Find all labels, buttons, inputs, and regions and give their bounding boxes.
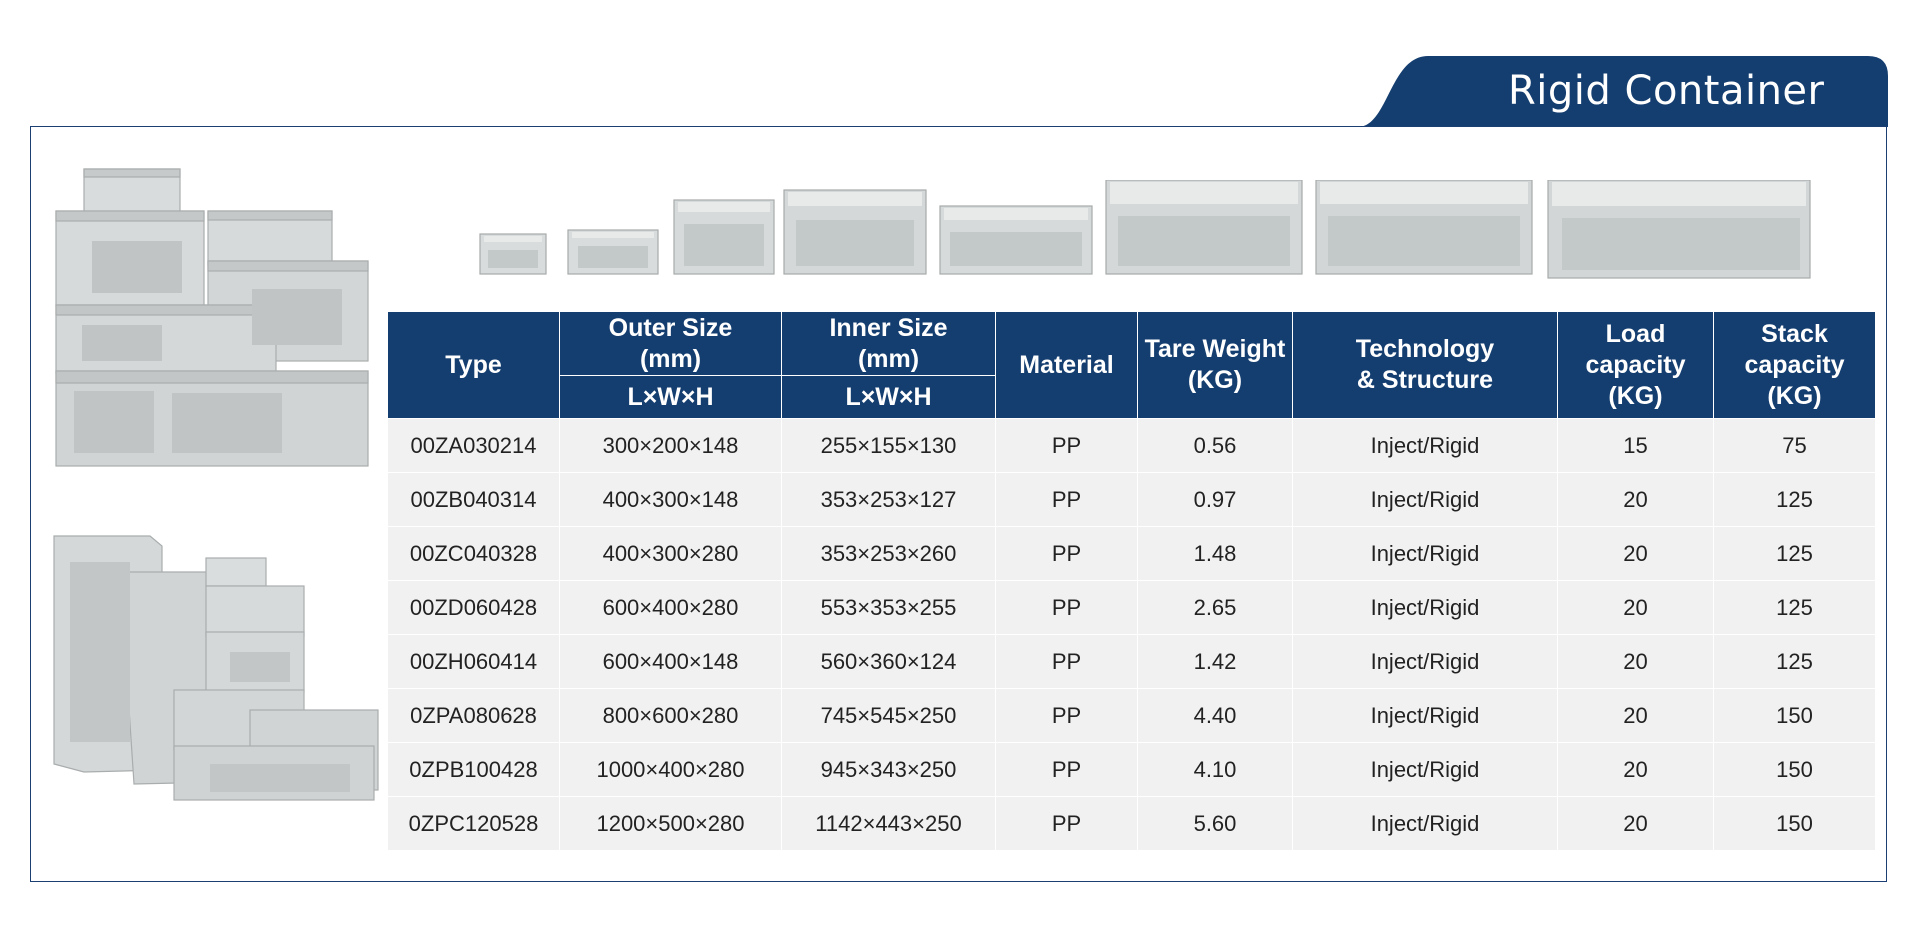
cell-outer: 800×600×280: [559, 688, 782, 743]
header-inner-size: Inner Size (mm): [781, 311, 996, 376]
cell-tech: Inject/Rigid: [1292, 634, 1558, 689]
cell-tare: 4.10: [1137, 742, 1293, 797]
cell-outer: 400×300×280: [559, 526, 782, 581]
cell-inner: 255×155×130: [781, 418, 996, 473]
header-technology: Technology & Structure: [1292, 311, 1558, 419]
cell-outer: 300×200×148: [559, 418, 782, 473]
header-load-capacity: Load capacity (KG): [1557, 311, 1714, 419]
cell-stack: 150: [1713, 796, 1876, 851]
cell-tare: 5.60: [1137, 796, 1293, 851]
table-row: 0ZPA080628 800×600×280 745×545×250 PP 4.40 In…: [387, 688, 1876, 743]
cell-stack: 150: [1713, 688, 1876, 743]
title-tab-shape: [1358, 56, 1888, 127]
page-title: Rigid Container: [1508, 68, 1825, 114]
cell-outer: 1000×400×280: [559, 742, 782, 797]
cell-material: PP: [995, 742, 1138, 797]
cell-inner: 745×545×250: [781, 688, 996, 743]
cell-inner: 353×253×127: [781, 472, 996, 527]
cell-tech: Inject/Rigid: [1292, 418, 1558, 473]
cell-tare: 1.48: [1137, 526, 1293, 581]
cell-material: PP: [995, 580, 1138, 635]
cell-tech: Inject/Rigid: [1292, 688, 1558, 743]
cell-inner: 553×353×255: [781, 580, 996, 635]
cell-stack: 150: [1713, 742, 1876, 797]
cell-tare: 2.65: [1137, 580, 1293, 635]
cell-load: 20: [1557, 634, 1714, 689]
cell-material: PP: [995, 688, 1138, 743]
cell-outer: 400×300×148: [559, 472, 782, 527]
table-row: 00ZA030214 300×200×148 255×155×130 PP 0.56 In…: [387, 418, 1876, 473]
cell-outer: 600×400×280: [559, 580, 782, 635]
spec-table: Type Outer Size (mm) Inner Size (mm) Mat…: [387, 311, 1876, 851]
header-outer-size: Outer Size (mm): [559, 311, 782, 376]
spec-table-body: 00ZA030214 300×200×148 255×155×130 PP 0.56 In…: [387, 418, 1876, 851]
cell-outer: 600×400×148: [559, 634, 782, 689]
header-outer-dims: L×W×H: [559, 375, 782, 419]
header-stack-capacity: Stack capacity (KG): [1713, 311, 1876, 419]
cell-inner: 1142×443×250: [781, 796, 996, 851]
cell-tare: 0.97: [1137, 472, 1293, 527]
header-type: Type: [387, 311, 560, 419]
cell-type: 00ZD060428: [387, 580, 560, 635]
cell-tech: Inject/Rigid: [1292, 580, 1558, 635]
cell-load: 20: [1557, 580, 1714, 635]
cell-type: 00ZC040328: [387, 526, 560, 581]
table-row: 00ZC040328 400×300×280 353×253×260 PP 1.48 In…: [387, 526, 1876, 581]
cell-tech: Inject/Rigid: [1292, 796, 1558, 851]
cell-material: PP: [995, 796, 1138, 851]
container-lineup-illustration: [479, 180, 1811, 279]
header-inner-dims: L×W×H: [781, 375, 996, 419]
cell-tare: 4.40: [1137, 688, 1293, 743]
cell-tare: 0.56: [1137, 418, 1293, 473]
cell-load: 20: [1557, 688, 1714, 743]
cell-stack: 125: [1713, 580, 1876, 635]
tall-crates-photo: [53, 535, 379, 801]
table-row: 00ZB040314 400×300×148 353×253×127 PP 0.97 In…: [387, 472, 1876, 527]
cell-stack: 125: [1713, 472, 1876, 527]
cell-stack: 125: [1713, 634, 1876, 689]
cell-tech: Inject/Rigid: [1292, 526, 1558, 581]
cell-tech: Inject/Rigid: [1292, 472, 1558, 527]
cell-type: 00ZH060414: [387, 634, 560, 689]
table-row: 00ZD060428 600×400×280 553×353×255 PP 2.65 In…: [387, 580, 1876, 635]
cell-material: PP: [995, 526, 1138, 581]
cell-load: 20: [1557, 526, 1714, 581]
cell-tare: 1.42: [1137, 634, 1293, 689]
cell-outer: 1200×500×280: [559, 796, 782, 851]
cell-load: 20: [1557, 472, 1714, 527]
stacked-crates-photo: [55, 168, 369, 467]
cell-type: 0ZPC120528: [387, 796, 560, 851]
cell-tech: Inject/Rigid: [1292, 742, 1558, 797]
content-frame: [30, 126, 1887, 882]
cell-stack: 75: [1713, 418, 1876, 473]
table-row: 00ZH060414 600×400×148 560×360×124 PP 1.42 In…: [387, 634, 1876, 689]
cell-type: 00ZA030214: [387, 418, 560, 473]
cell-type: 0ZPB100428: [387, 742, 560, 797]
cell-load: 20: [1557, 796, 1714, 851]
cell-material: PP: [995, 418, 1138, 473]
table-row: 0ZPB100428 1000×400×280 945×343×250 PP 4.10 I…: [387, 742, 1876, 797]
cell-material: PP: [995, 634, 1138, 689]
cell-load: 20: [1557, 742, 1714, 797]
header-tare-weight: Tare Weight (KG): [1137, 311, 1293, 419]
cell-stack: 125: [1713, 526, 1876, 581]
cell-type: 0ZPA080628: [387, 688, 560, 743]
cell-inner: 945×343×250: [781, 742, 996, 797]
cell-material: PP: [995, 472, 1138, 527]
header-material: Material: [995, 311, 1138, 419]
cell-inner: 560×360×124: [781, 634, 996, 689]
cell-type: 00ZB040314: [387, 472, 560, 527]
cell-inner: 353×253×260: [781, 526, 996, 581]
cell-load: 15: [1557, 418, 1714, 473]
title-tab: Rigid Container: [1358, 56, 1888, 127]
table-row: 0ZPC120528 1200×500×280 1142×443×250 PP 5.60…: [387, 796, 1876, 851]
